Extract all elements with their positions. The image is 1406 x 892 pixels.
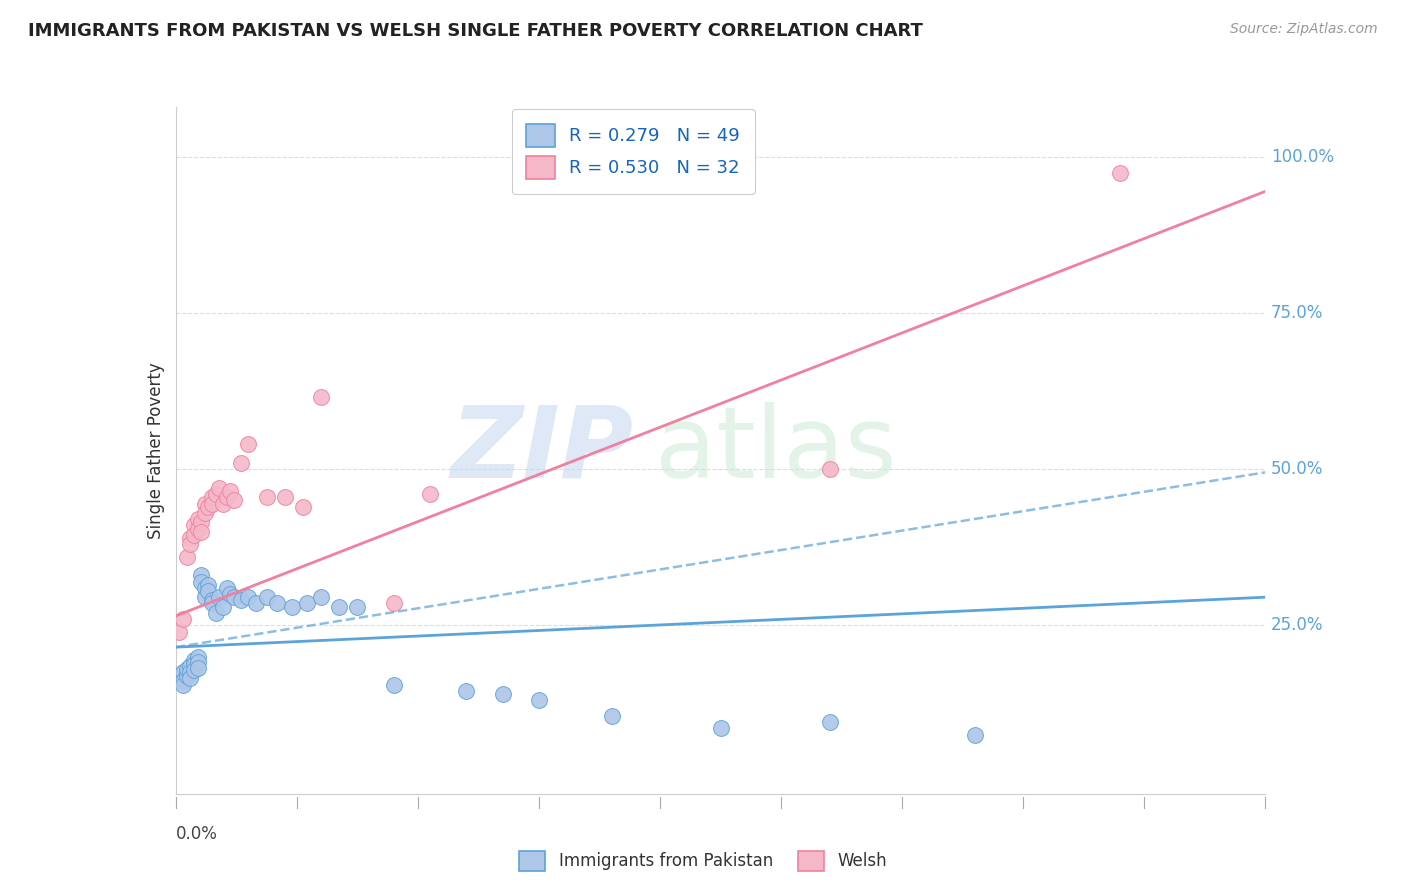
Point	[492, 687, 515, 701]
Point	[190, 568, 212, 582]
Text: 75.0%: 75.0%	[1271, 304, 1323, 322]
Point	[818, 715, 841, 730]
Point	[201, 597, 224, 611]
Point	[176, 549, 198, 564]
Point	[183, 663, 205, 677]
Point	[346, 599, 368, 614]
Point	[600, 708, 623, 723]
Point	[169, 671, 191, 685]
Point	[231, 456, 253, 470]
Text: ZIP: ZIP	[450, 402, 633, 499]
Point	[186, 661, 209, 675]
Point	[818, 462, 841, 476]
Point	[222, 591, 245, 605]
Point	[169, 668, 191, 682]
Legend: R = 0.279   N = 49, R = 0.530   N = 32: R = 0.279 N = 49, R = 0.530 N = 32	[512, 109, 755, 194]
Point	[256, 491, 278, 505]
Text: Source: ZipAtlas.com: Source: ZipAtlas.com	[1230, 22, 1378, 37]
Point	[291, 500, 314, 514]
Point	[212, 599, 235, 614]
Point	[176, 662, 198, 676]
Point	[194, 506, 217, 520]
Point	[179, 671, 201, 685]
Point	[179, 531, 201, 545]
Point	[172, 674, 194, 689]
Point	[238, 591, 260, 605]
Point	[179, 658, 201, 673]
Point	[190, 524, 212, 539]
Point	[179, 665, 201, 680]
Point	[194, 591, 217, 605]
Point	[172, 612, 194, 626]
Point	[194, 581, 217, 595]
Point	[197, 584, 219, 599]
Point	[208, 591, 231, 605]
Point	[527, 693, 550, 707]
Point	[266, 597, 288, 611]
Point	[231, 593, 253, 607]
Legend: Immigrants from Pakistan, Welsh: Immigrants from Pakistan, Welsh	[510, 842, 896, 880]
Point	[172, 665, 194, 680]
Point	[190, 516, 212, 530]
Point	[208, 481, 231, 495]
Point	[201, 491, 224, 505]
Point	[245, 597, 267, 611]
Text: IMMIGRANTS FROM PAKISTAN VS WELSH SINGLE FATHER POVERTY CORRELATION CHART: IMMIGRANTS FROM PAKISTAN VS WELSH SINGLE…	[28, 22, 922, 40]
Text: 0.0%: 0.0%	[176, 825, 218, 843]
Point	[309, 391, 332, 405]
Point	[212, 496, 235, 510]
Point	[215, 581, 238, 595]
Point	[963, 728, 986, 742]
Point	[274, 491, 297, 505]
Text: 100.0%: 100.0%	[1271, 148, 1334, 166]
Point	[186, 655, 209, 669]
Point	[176, 667, 198, 681]
Point	[238, 437, 260, 451]
Text: atlas: atlas	[655, 402, 897, 499]
Point	[186, 521, 209, 535]
Point	[382, 597, 405, 611]
Point	[201, 496, 224, 510]
Point	[222, 493, 245, 508]
Point	[179, 537, 201, 551]
Point	[197, 500, 219, 514]
Point	[172, 678, 194, 692]
Point	[186, 649, 209, 664]
Point	[382, 678, 405, 692]
Point	[219, 483, 242, 498]
Point	[281, 599, 304, 614]
Point	[256, 591, 278, 605]
Point	[204, 487, 226, 501]
Point	[201, 593, 224, 607]
Point	[190, 574, 212, 589]
Point	[197, 578, 219, 592]
Point	[176, 669, 198, 683]
Point	[204, 606, 226, 620]
Point	[183, 518, 205, 533]
Y-axis label: Single Father Poverty: Single Father Poverty	[146, 362, 165, 539]
Point	[169, 624, 191, 639]
Point	[710, 721, 733, 735]
Point	[186, 512, 209, 526]
Point	[419, 487, 441, 501]
Point	[183, 528, 205, 542]
Point	[295, 597, 318, 611]
Point	[183, 657, 205, 671]
Point	[1109, 166, 1132, 180]
Point	[215, 491, 238, 505]
Point	[194, 496, 217, 510]
Point	[219, 587, 242, 601]
Point	[456, 683, 478, 698]
Text: 50.0%: 50.0%	[1271, 460, 1323, 478]
Point	[328, 599, 350, 614]
Text: 25.0%: 25.0%	[1271, 616, 1323, 634]
Point	[309, 591, 332, 605]
Point	[183, 653, 205, 667]
